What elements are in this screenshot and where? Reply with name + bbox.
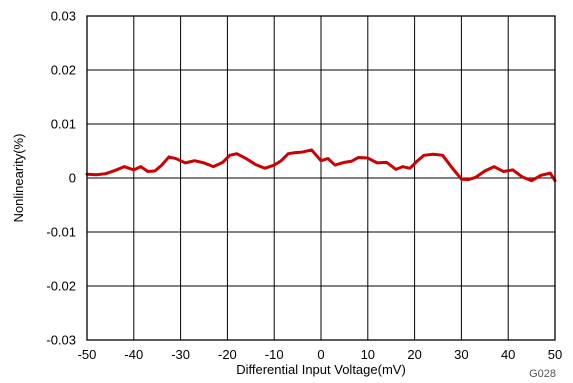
y-tick-labels: -0.03 -0.02 -0.01 0 0.01 0.02 0.03: [46, 9, 76, 348]
plot-frame: [86, 15, 556, 341]
x-tick-label: -30: [171, 347, 190, 362]
y-tick-label: -0.02: [46, 279, 76, 294]
y-tick-label: -0.01: [46, 225, 76, 240]
x-tick-label: -10: [265, 347, 284, 362]
y-tick-label: -0.03: [46, 333, 76, 348]
x-tick-labels: -50 -40 -30 -20 -10 0 10 20 30 40 50: [78, 347, 563, 362]
x-tick-label: -20: [218, 347, 237, 362]
x-tick-label: 50: [548, 347, 562, 362]
y-tick-label: 0.02: [51, 63, 76, 78]
grid-lines: [86, 15, 556, 341]
y-tick-label: 0: [69, 171, 76, 186]
x-tick-label: -50: [78, 347, 97, 362]
x-tick-label: 40: [501, 347, 515, 362]
x-tick-label: 10: [361, 347, 375, 362]
x-axis-label: Differential Input Voltage(mV): [236, 362, 406, 377]
y-axis-label: Nonlinearity(%): [11, 134, 26, 223]
x-tick-label: 30: [454, 347, 468, 362]
y-tick-label: 0.01: [51, 117, 76, 132]
series-line: [85, 148, 557, 183]
x-tick-label: 0: [317, 347, 324, 362]
x-tick-label: 20: [407, 347, 421, 362]
figure-id: G028: [529, 368, 556, 380]
x-tick-label: -40: [124, 347, 143, 362]
y-tick-label: 0.03: [51, 9, 76, 24]
series-layer: [85, 148, 557, 183]
